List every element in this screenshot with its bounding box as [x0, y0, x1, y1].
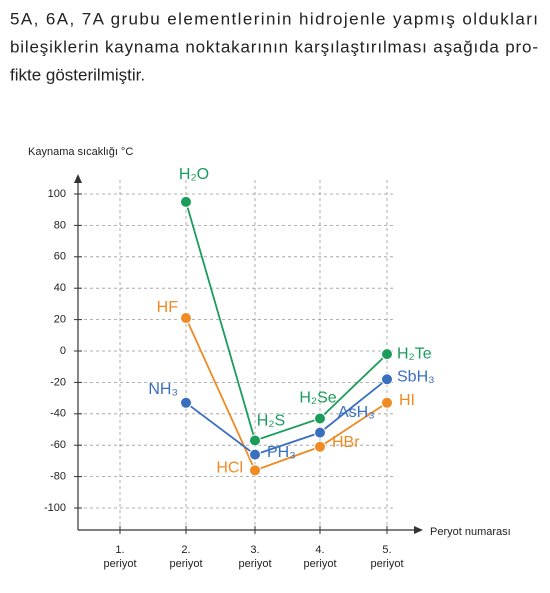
- data-point: [180, 195, 192, 208]
- intro-line: 5A, 6A, 7A grubu elementlerinin hidrojen…: [10, 9, 538, 28]
- data-point: [314, 440, 326, 453]
- y-arrow: [74, 174, 82, 183]
- data-point: [249, 434, 261, 447]
- point-label: HBr: [332, 434, 360, 451]
- point-label: NH₃: [148, 381, 178, 398]
- point-label: H₂Te: [397, 345, 432, 362]
- y-tick-label: 80: [54, 219, 66, 231]
- data-point: [180, 312, 192, 325]
- intro-line: bileşiklerin kaynama noktakarının karşıl…: [10, 37, 538, 56]
- y-tick-label: -100: [44, 502, 66, 514]
- data-point: [314, 426, 326, 439]
- data-point: [314, 412, 326, 425]
- x-axis-title: Peryot numarası: [430, 526, 511, 538]
- point-label: H₂Se: [299, 390, 336, 407]
- point-label: HF: [157, 299, 179, 316]
- intro-line: fikte gösterilmiştir.: [10, 65, 145, 84]
- point-label: HI: [399, 392, 415, 409]
- point-label: HCl: [216, 460, 243, 477]
- data-point: [381, 396, 393, 409]
- data-point: [381, 373, 393, 386]
- y-axis-title: Kaynama sıcaklığı °C: [28, 146, 133, 158]
- x-tick-label: 1. periyot: [103, 544, 136, 570]
- data-point: [249, 464, 261, 477]
- series-line: [185, 201, 388, 442]
- y-tick-label: 100: [48, 188, 66, 200]
- x-arrow: [414, 526, 423, 534]
- y-tick-label: -40: [50, 408, 66, 420]
- point-label: PH₃: [267, 444, 296, 461]
- data-point: [180, 396, 192, 409]
- y-tick-label: -80: [50, 471, 66, 483]
- point-label: SbH₃: [397, 368, 435, 385]
- point-label: AsH₃: [338, 404, 375, 421]
- x-tick-label: 3. periyot: [238, 544, 271, 570]
- x-tick-label: 5. periyot: [370, 544, 403, 570]
- x-tick-label: 4. periyot: [303, 544, 336, 570]
- y-tick-label: -60: [50, 439, 66, 451]
- y-tick-label: 20: [54, 314, 66, 326]
- series-line: [185, 378, 388, 456]
- series-line: [185, 317, 388, 472]
- x-tick-label: 2. periyot: [169, 544, 202, 570]
- data-point: [249, 448, 261, 461]
- y-tick-label: -20: [50, 376, 66, 388]
- y-tick-label: 0: [60, 345, 66, 357]
- data-point: [381, 348, 393, 361]
- point-label: H₂O: [179, 166, 209, 183]
- y-tick-label: 40: [54, 282, 66, 294]
- y-tick-label: 60: [54, 251, 66, 263]
- point-label: H₂S: [257, 413, 285, 430]
